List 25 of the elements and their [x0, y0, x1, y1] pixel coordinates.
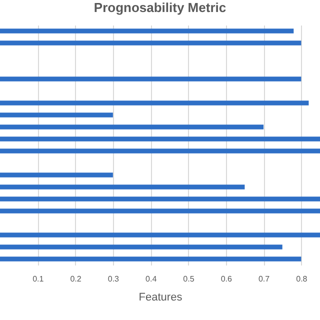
bar	[0, 148, 320, 154]
bar	[0, 184, 245, 190]
bar	[0, 196, 320, 202]
bar	[0, 244, 282, 250]
x-tick-label: 0.6	[220, 274, 232, 284]
x-tick-label: 0.2	[70, 274, 82, 284]
bar	[0, 112, 113, 118]
x-tick-label: 0.8	[296, 274, 308, 284]
x-tick-label: 0.5	[183, 274, 195, 284]
chart-title: Prognosability Metric	[94, 0, 226, 15]
bar	[0, 232, 320, 238]
x-tick-label: 0.1	[32, 274, 44, 284]
bar	[0, 208, 320, 214]
x-tick-label: 0.4	[146, 274, 158, 284]
bar	[0, 40, 302, 46]
bar	[0, 28, 294, 34]
bar	[0, 256, 302, 262]
bar	[0, 172, 113, 178]
x-axis-title: Features	[138, 292, 183, 304]
bar	[0, 100, 309, 106]
x-tick-label: 0.7	[258, 274, 270, 284]
bar	[0, 136, 320, 142]
bar	[0, 76, 302, 82]
x-tick-label: 0.3	[108, 274, 120, 284]
bar	[0, 124, 264, 130]
